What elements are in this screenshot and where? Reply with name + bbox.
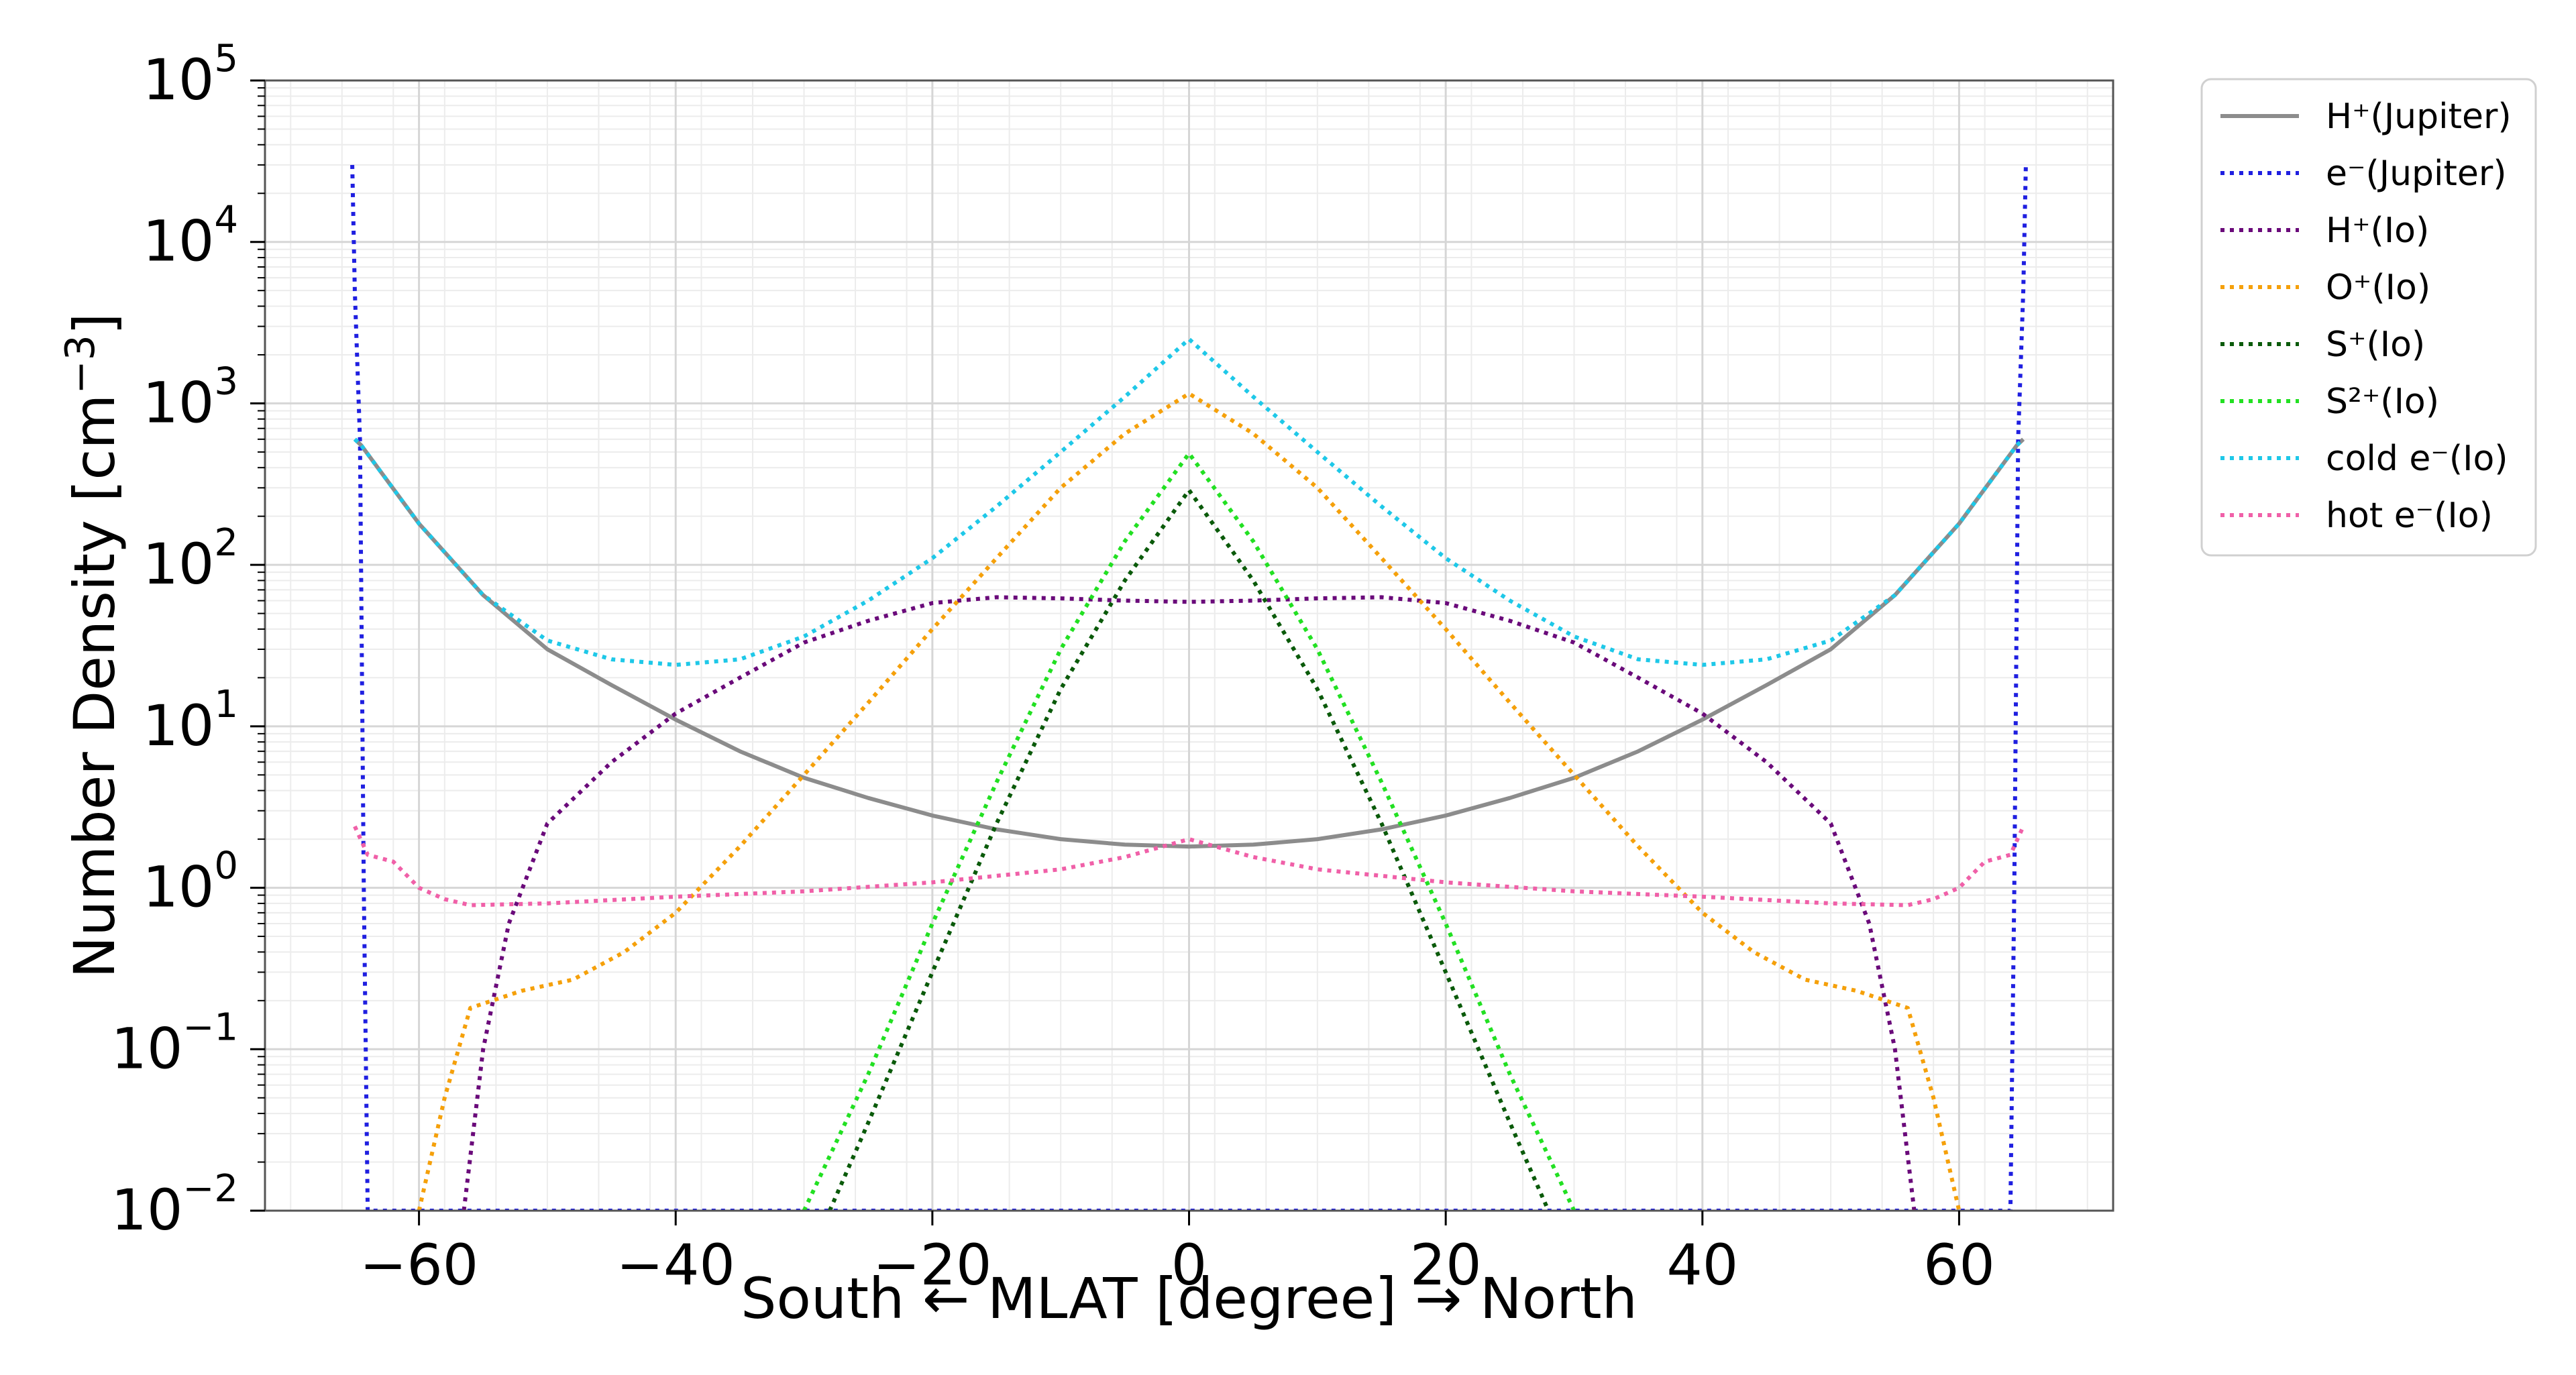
x-tick-label: −40 [616,1232,735,1298]
y-tick-label: 103 [142,360,238,435]
x-tick-label: 0 [1171,1232,1207,1298]
legend-box [2200,78,2537,557]
legend: H⁺(Jupiter) e⁻(Jupiter) H⁺(Io) O⁺(Io) S⁺(Io)… [2200,78,2537,557]
y-tick-label: 102 [142,521,238,597]
y-tick-label: 105 [142,37,238,113]
legend-label: e⁻(Jupiter) [2326,154,2507,194]
legend-label: S⁺(Io) [2326,325,2425,365]
y-axis-label: Number Density [cm−3] [57,313,127,978]
x-tick-label: 60 [1923,1232,1995,1298]
y-axis-label-close: ] [62,313,127,335]
legend-label: S²⁺(Io) [2326,382,2439,422]
y-tick-label: 101 [142,683,238,759]
series-line [353,825,2025,908]
y-axis-label-exp: −3 [57,335,104,394]
axis-tick-labels: −60 −40 −20 0 20 40 60 10−2 10−1 100 101 102 103 104 1… [111,37,1995,1298]
y-axis-label-main: Number Density [cm [62,394,127,979]
legend-label: H⁺(Io) [2326,211,2429,251]
y-tick-label: 10−1 [111,1005,238,1081]
series-line [353,337,2025,667]
legend-label: hot e⁻(Io) [2326,496,2493,536]
legend-label: O⁺(Io) [2326,268,2430,308]
legend-label: H⁺(Jupiter) [2326,97,2512,137]
series-line [353,437,2025,849]
y-tick-label: 104 [142,199,238,274]
x-tick-label: −60 [360,1232,478,1298]
grid-major [265,79,2113,1212]
plot-series [350,164,2028,1211]
legend-label: cold e⁻(Io) [2326,439,2508,479]
series-line [350,164,2028,1211]
x-axis-label: South ← MLAT [degree] → North [741,1266,1638,1331]
y-tick-label: 100 [142,844,238,920]
x-tick-label: 40 [1666,1232,1738,1298]
axis-ticks [250,79,1960,1225]
x-tick-label: 20 [1410,1232,1482,1298]
y-tick-label: 10−2 [111,1167,238,1243]
x-tick-label: −20 [873,1232,991,1298]
series-line [828,488,1550,1211]
